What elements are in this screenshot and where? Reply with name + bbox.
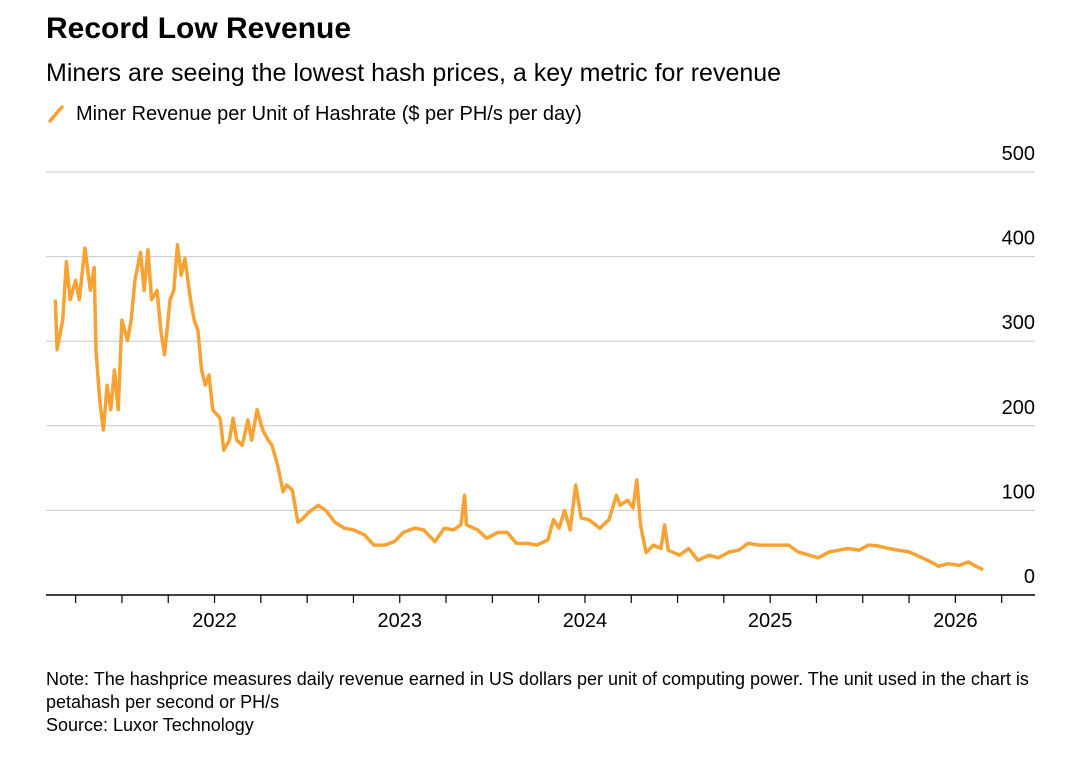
chart-subtitle: Miners are seeing the lowest hash prices… [46,59,781,87]
legend-label: Miner Revenue per Unit of Hashrate ($ pe… [76,103,582,125]
footer: Note: The hashprice measures daily reven… [46,668,1036,737]
source: Source: Luxor Technology [46,715,254,735]
chart-title: Record Low Revenue [46,12,351,45]
data-line [53,243,984,572]
y-tick-label: 500 [1002,143,1035,165]
x-tick-label: 2026 [933,610,978,632]
y-tick-label: 200 [1002,397,1035,419]
x-tick-label: 2022 [192,610,237,632]
chart: Record Low Revenue Miners are seeing the… [46,12,1035,632]
note: Note: The hashprice measures daily reven… [46,669,1029,712]
x-tick-label: 2023 [377,610,422,632]
y-tick-label: 300 [1002,312,1035,334]
y-tick-label: 0 [1024,566,1035,588]
x-tick-label: 2025 [748,610,793,632]
legend-icon [48,105,64,123]
y-tick-label: 100 [1002,481,1035,503]
y-tick-label: 400 [1002,228,1035,250]
x-tick-label: 2024 [563,610,608,632]
